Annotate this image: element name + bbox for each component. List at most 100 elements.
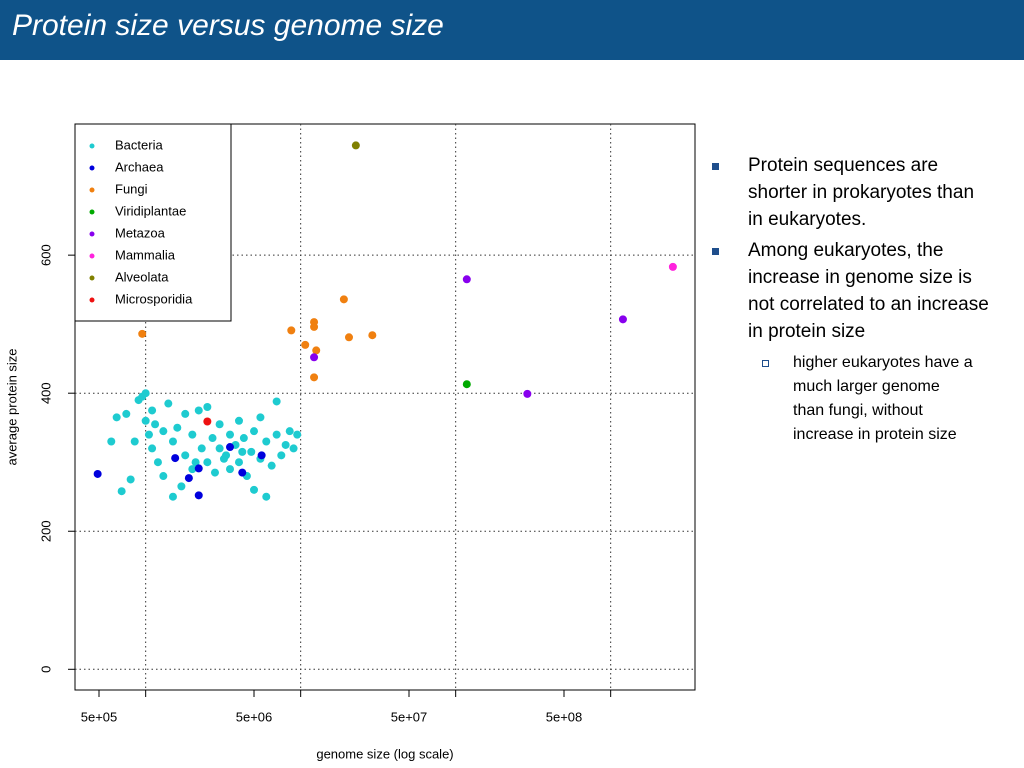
point [215, 420, 224, 429]
point [188, 430, 197, 439]
point [184, 474, 193, 483]
point [281, 440, 290, 449]
bullet: Among eukaryotes, the increase in genome… [712, 237, 992, 345]
point [351, 141, 360, 150]
point [310, 373, 319, 382]
point [148, 444, 157, 453]
y-tick-label: 200 [38, 520, 53, 542]
point [462, 275, 471, 284]
point [234, 416, 243, 425]
bullet-text: higher eukaryotes have a much larger gen… [793, 354, 973, 443]
legend-marker [89, 275, 95, 281]
point [289, 444, 298, 453]
point [194, 491, 203, 500]
point [238, 447, 247, 456]
point [262, 437, 271, 446]
point [226, 465, 234, 474]
bullet-marker [762, 360, 769, 367]
point [168, 437, 177, 446]
bullet-marker [712, 248, 719, 255]
point [188, 465, 197, 474]
point [203, 403, 212, 411]
point [262, 492, 271, 501]
point [226, 430, 234, 439]
point [222, 451, 231, 460]
point [168, 492, 177, 501]
point [301, 340, 310, 349]
legend-label: Alveolata [115, 269, 169, 284]
point [250, 485, 259, 494]
point [210, 468, 219, 477]
point [272, 430, 281, 439]
point [285, 427, 294, 436]
point [191, 458, 200, 467]
point [267, 461, 276, 470]
legend-marker [89, 165, 95, 171]
point [159, 472, 168, 481]
legend-box [74, 123, 232, 322]
point [238, 468, 247, 477]
legend-marker [89, 209, 95, 215]
point [203, 458, 212, 467]
header: Protein size versus genome size [0, 0, 1024, 60]
point [122, 409, 131, 418]
point [117, 487, 126, 496]
point [523, 389, 532, 398]
point [272, 397, 281, 406]
legend-label: Bacteria [115, 137, 163, 152]
point [107, 437, 116, 446]
slide-title: Protein size versus genome size [12, 9, 444, 42]
point [130, 437, 139, 446]
point [197, 444, 206, 453]
legend-marker [89, 143, 95, 149]
point [148, 406, 157, 415]
point [164, 399, 173, 408]
legend-label: Archaea [115, 159, 164, 174]
point [159, 427, 168, 436]
y-tick-label: 400 [38, 382, 53, 404]
bullet-marker [712, 163, 719, 170]
legend-marker [89, 231, 95, 237]
point [250, 427, 259, 436]
x-tick-label: 5e+06 [236, 709, 273, 724]
point [312, 346, 321, 355]
bullet: Protein sequences are shorter in prokary… [712, 152, 992, 233]
y-tick-label: 0 [38, 666, 53, 673]
legend-label: Mammalia [115, 247, 176, 262]
point [344, 333, 353, 342]
point [226, 443, 234, 452]
bullet-list: Protein sequences are shorter in prokary… [712, 152, 992, 447]
x-tick-label: 5e+05 [81, 709, 118, 724]
x-axis-label: genome size (log scale) [316, 746, 453, 761]
legend-label: Microsporidia [115, 291, 193, 306]
legend-marker [89, 297, 95, 303]
point [668, 262, 677, 271]
bullet-text: Protein sequences are shorter in prokary… [748, 155, 975, 230]
legend-marker [89, 253, 95, 259]
point [618, 315, 627, 324]
point [208, 434, 217, 443]
point [310, 322, 319, 331]
point [293, 430, 302, 439]
y-tick-label: 600 [38, 244, 53, 266]
point [277, 451, 286, 460]
legend-marker [89, 187, 95, 193]
point [112, 413, 121, 422]
point [368, 331, 377, 340]
bullet-text: Among eukaryotes, the increase in genome… [748, 240, 989, 342]
point [138, 329, 147, 338]
point [141, 416, 150, 425]
point [247, 447, 256, 456]
point [181, 451, 190, 460]
point [234, 458, 243, 467]
sub-bullet: higher eukaryotes have a much larger gen… [712, 351, 973, 447]
x-tick-label: 5e+07 [391, 709, 428, 724]
point [171, 454, 180, 463]
point [194, 406, 203, 415]
legend-label: Metazoa [115, 225, 166, 240]
point [126, 475, 135, 484]
point [203, 417, 212, 426]
legend-label: Fungi [115, 181, 148, 196]
